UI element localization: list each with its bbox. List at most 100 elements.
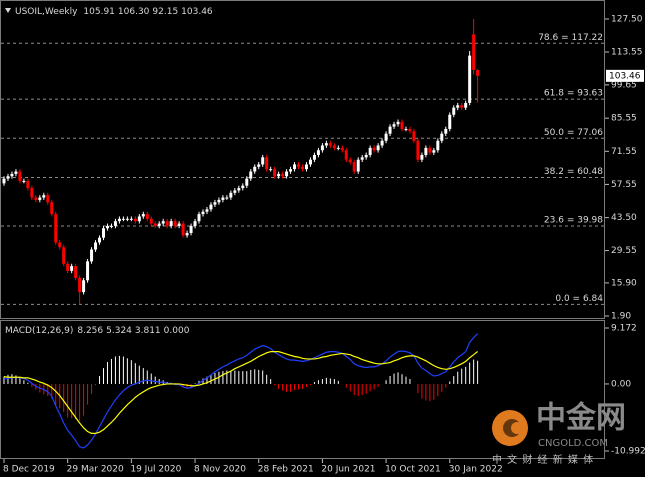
candle-body xyxy=(42,195,46,198)
candle-body xyxy=(281,173,285,177)
candle-body xyxy=(237,188,241,191)
candle-body xyxy=(18,171,22,181)
macd-title: MACD(12,26,9) xyxy=(5,326,73,336)
candle-body xyxy=(372,147,376,151)
candle-body xyxy=(265,157,269,170)
candle-body xyxy=(141,214,145,217)
candle-body xyxy=(26,180,30,189)
fib-label: 78.6 = 117.22 xyxy=(538,33,603,43)
candle-body xyxy=(137,216,141,222)
candle-body xyxy=(54,214,58,243)
y-tick-label: 127.50 xyxy=(611,15,643,25)
x-tick-label: 8 Dec 2019 xyxy=(3,465,55,475)
candle-body xyxy=(62,247,66,264)
candle-body xyxy=(229,192,233,198)
candle-body xyxy=(289,169,293,172)
candle-body xyxy=(241,185,245,189)
candle-body xyxy=(245,178,249,186)
candle-body xyxy=(261,157,265,165)
candle-body xyxy=(444,128,448,134)
candle-body xyxy=(400,121,404,129)
macd-value: 5.324 xyxy=(106,326,132,336)
candle-body xyxy=(117,218,121,222)
fib-label: 38.2 = 60.48 xyxy=(544,167,603,177)
fib-label: 61.8 = 93.63 xyxy=(544,89,603,99)
chart-header: USOIL,Weekly 105.91 106.30 92.15 103.46 xyxy=(15,7,213,17)
candle-body xyxy=(157,223,161,226)
candle-body xyxy=(472,34,476,70)
watermark-logo-cut xyxy=(511,422,523,434)
candle-body xyxy=(285,171,289,177)
y-tick-label: 99.65 xyxy=(611,80,637,90)
x-tick-label: 20 Jun 2021 xyxy=(321,465,375,475)
candle-body xyxy=(396,121,400,125)
candle-body xyxy=(316,150,320,155)
y-tick-label: 57.55 xyxy=(611,180,637,190)
candle-body xyxy=(129,218,133,220)
candle-body xyxy=(86,261,90,281)
watermark-site: CNGOLD.COM xyxy=(538,438,608,449)
x-tick-label: 10 Oct 2021 xyxy=(385,465,441,475)
y-tick-label: 15.90 xyxy=(611,278,637,288)
candle-body xyxy=(181,223,185,236)
candle-body xyxy=(476,70,480,76)
candle-body xyxy=(348,159,352,163)
candle-body xyxy=(253,166,257,172)
ohlc-high: 106.30 xyxy=(118,7,150,17)
candle-body xyxy=(161,221,165,224)
macd-header: MACD(12,26,9) 8.256 5.324 3.811 0.000 xyxy=(5,326,190,336)
candle-body xyxy=(205,209,209,212)
ohlc-open: 105.91 xyxy=(83,7,115,17)
candle-body xyxy=(416,140,420,160)
candle-body xyxy=(70,266,74,271)
candle-body xyxy=(221,197,225,200)
candle-body xyxy=(308,159,312,165)
candle-body xyxy=(217,199,221,203)
candle-body xyxy=(408,128,412,132)
candle-body xyxy=(332,145,336,148)
candle-body xyxy=(376,145,380,151)
candle-body xyxy=(428,147,432,153)
y-tick-label: 1.90 xyxy=(611,312,631,322)
candle-body xyxy=(324,143,328,146)
candle-body xyxy=(420,154,424,160)
candle-body xyxy=(145,214,149,219)
candle-body xyxy=(125,218,129,220)
candle-body xyxy=(10,173,14,177)
candle-body xyxy=(177,223,181,226)
candle-body xyxy=(209,204,213,210)
x-tick-label: 28 Feb 2021 xyxy=(258,465,314,475)
price-label-box xyxy=(606,69,644,82)
candle-body xyxy=(432,150,436,153)
candle-body xyxy=(440,133,444,141)
fib-label: 50.0 = 77.06 xyxy=(544,128,603,138)
x-tick-label: 19 Jul 2020 xyxy=(130,465,181,475)
candle-body xyxy=(74,266,78,278)
candle-body xyxy=(78,277,82,293)
candle-body xyxy=(38,197,42,200)
candle-body xyxy=(2,178,6,184)
macd-value: 8.256 xyxy=(77,326,103,336)
candle-body xyxy=(50,202,54,215)
candle-body xyxy=(277,173,281,177)
candle-body xyxy=(90,249,94,262)
y-tick-label: 0.00 xyxy=(611,379,631,389)
candle-body xyxy=(384,133,388,141)
candle-body xyxy=(22,180,26,182)
candle-body xyxy=(257,164,261,167)
chart-title: USOIL,Weekly xyxy=(15,7,78,17)
macd-value: 0.000 xyxy=(164,326,190,336)
candle-body xyxy=(368,147,372,155)
y-tick-label: 9.172 xyxy=(611,324,637,334)
price-label: 103.46 xyxy=(609,71,641,81)
header-arrow xyxy=(5,8,11,13)
candle-body xyxy=(46,195,50,203)
candle-body xyxy=(364,154,368,158)
candle-body xyxy=(109,225,113,227)
candle-body xyxy=(304,164,308,170)
x-tick-label: 29 Mar 2020 xyxy=(67,465,124,475)
candle-body xyxy=(102,228,105,238)
